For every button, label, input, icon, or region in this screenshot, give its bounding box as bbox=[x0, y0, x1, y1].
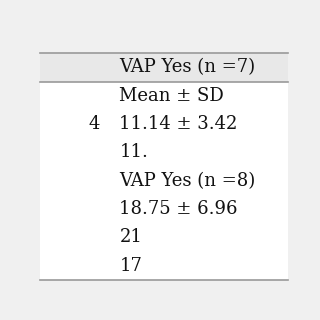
Bar bbox=[40, 53, 109, 82]
Bar bbox=[109, 53, 288, 82]
Bar bbox=[40, 138, 109, 166]
Bar bbox=[40, 166, 109, 195]
Bar bbox=[109, 166, 288, 195]
Bar bbox=[40, 110, 109, 138]
Text: VAP Yes (n =8): VAP Yes (n =8) bbox=[119, 172, 256, 190]
Bar bbox=[40, 82, 109, 110]
Text: 17: 17 bbox=[119, 257, 142, 275]
Text: 4: 4 bbox=[88, 115, 100, 133]
Bar bbox=[109, 110, 288, 138]
Bar bbox=[109, 82, 288, 110]
Bar bbox=[40, 252, 109, 280]
Text: VAP Yes (n =7): VAP Yes (n =7) bbox=[119, 58, 255, 76]
Text: 11.: 11. bbox=[119, 143, 148, 161]
Bar bbox=[109, 252, 288, 280]
Text: 18.75 ± 6.96: 18.75 ± 6.96 bbox=[119, 200, 238, 218]
Text: Mean ± SD: Mean ± SD bbox=[119, 87, 224, 105]
Bar bbox=[109, 138, 288, 166]
Bar bbox=[109, 195, 288, 223]
Bar bbox=[40, 195, 109, 223]
Bar bbox=[40, 223, 109, 252]
Text: 21: 21 bbox=[119, 228, 142, 246]
Bar bbox=[109, 223, 288, 252]
Text: 11.14 ± 3.42: 11.14 ± 3.42 bbox=[119, 115, 238, 133]
